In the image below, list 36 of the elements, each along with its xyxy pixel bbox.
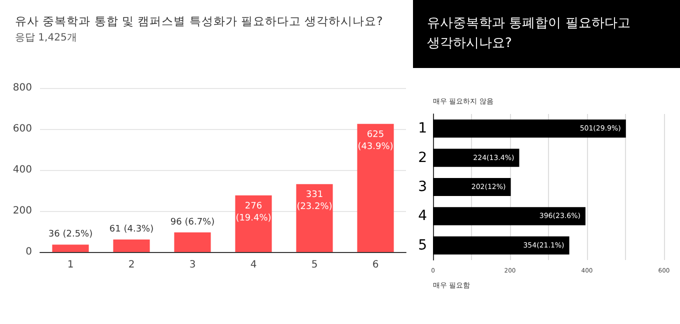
y-tick-label: 600 <box>12 124 32 134</box>
data-label: 625 (43.9%) <box>358 130 394 152</box>
data-label: 96 (6.7%) <box>170 217 215 228</box>
bar <box>174 232 211 252</box>
x-tick-label: 4 <box>250 260 257 270</box>
chart-title: 유사 중복학과 통합 및 캠퍼스별 특성화가 필요하다고 생각하시나요? <box>15 14 383 28</box>
x-tick-label: 6 <box>372 260 379 270</box>
data-label: 331 (23.2%) <box>296 190 332 212</box>
x-tick-label: 1 <box>67 260 74 270</box>
bar <box>433 120 626 138</box>
bar <box>357 124 394 252</box>
bar <box>235 195 272 252</box>
y-tick-label: 800 <box>12 82 32 94</box>
bar <box>113 239 150 252</box>
data-label: 36 (2.5%) <box>48 230 93 240</box>
y-tick-label: 200 <box>12 206 32 216</box>
y-tick-label: 3 <box>418 179 427 195</box>
y-tick-label: 4 <box>418 208 428 224</box>
bar <box>296 184 333 252</box>
chart-title: 유사중복학과 통폐합이 필요하다고 생각하시나요? <box>426 15 632 53</box>
bar <box>433 236 570 254</box>
y-tick-label: 400 <box>12 164 32 176</box>
y-tick-label: 0 <box>26 246 32 258</box>
x-tick-label: 5 <box>311 260 318 270</box>
bar <box>433 178 511 196</box>
data-label: 276 (19.4%) <box>236 201 272 224</box>
bar <box>433 148 520 167</box>
y-tick-label: 2 <box>418 150 427 166</box>
x-tick-label: 3 <box>189 260 196 270</box>
chart-subtitle: 응답 1,425개 <box>15 32 77 44</box>
x-tick-label: 2 <box>128 260 135 270</box>
y-tick-label: 5 <box>418 237 427 254</box>
bar <box>52 244 89 252</box>
y-tick-label: 1 <box>418 120 427 137</box>
bar <box>433 207 586 226</box>
data-label: 61 (4.3%) <box>109 224 154 234</box>
